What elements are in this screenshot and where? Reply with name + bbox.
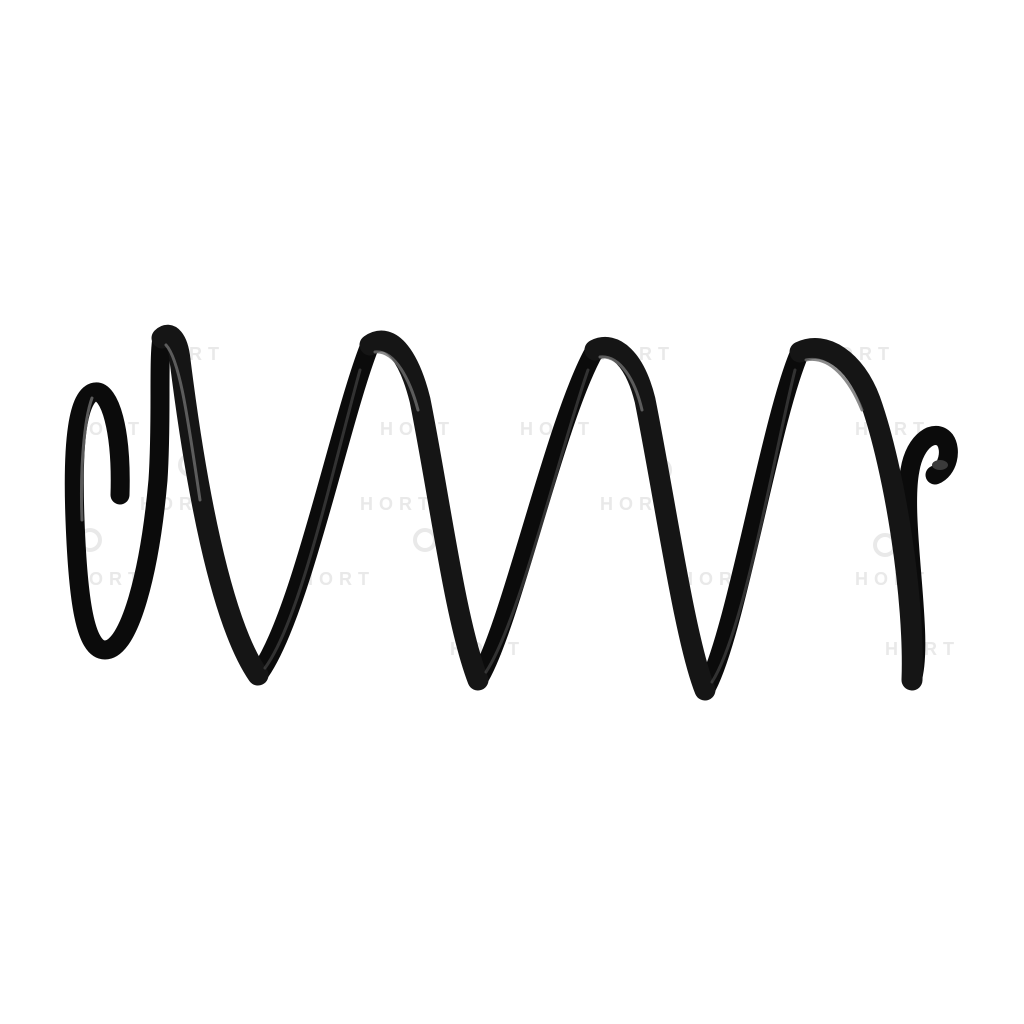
spring-highlights	[79, 343, 864, 684]
spring-end-cap	[932, 460, 948, 470]
watermark-text: HORT	[600, 494, 675, 514]
watermark-text: HORT	[360, 494, 435, 514]
watermark-text: HORT	[300, 569, 375, 589]
